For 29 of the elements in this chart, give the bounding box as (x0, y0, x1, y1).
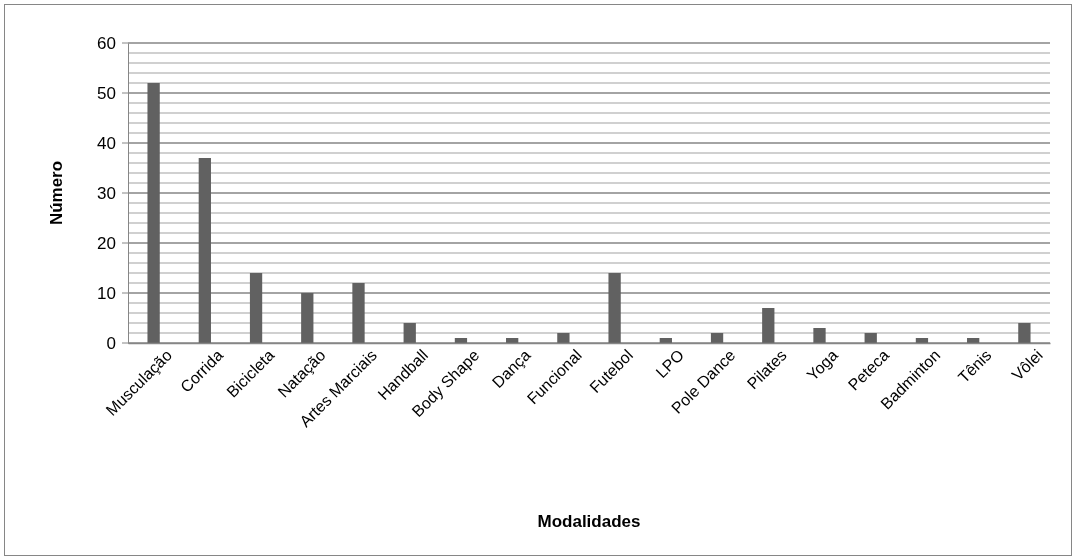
bar (506, 338, 519, 343)
bar (608, 273, 621, 343)
bar (659, 338, 672, 343)
y-tick-label: 40 (97, 133, 116, 153)
y-tick-label: 0 (106, 333, 116, 353)
bar (249, 273, 263, 343)
y-tick-label: 30 (97, 183, 116, 203)
bar (147, 83, 160, 343)
bar (813, 328, 826, 343)
bar (864, 333, 877, 343)
bar (301, 293, 314, 343)
x-tick-label: LPO (652, 346, 688, 382)
y-tick-label: 50 (97, 83, 116, 103)
bar (1018, 323, 1031, 343)
bar (762, 308, 775, 343)
bar (352, 283, 365, 343)
bar (403, 323, 416, 343)
y-tick-label: 60 (97, 33, 116, 53)
bar (198, 158, 211, 343)
bar (557, 333, 570, 343)
bar (915, 338, 929, 343)
y-tick-label: 20 (97, 233, 116, 253)
x-axis-title: Modalidades (537, 512, 641, 531)
y-tick-label: 10 (97, 283, 116, 303)
bar (967, 338, 980, 343)
y-axis-title: Número (47, 160, 66, 226)
bar (710, 333, 724, 343)
bar (454, 338, 468, 343)
x-tick-label: Yoga (803, 346, 841, 384)
